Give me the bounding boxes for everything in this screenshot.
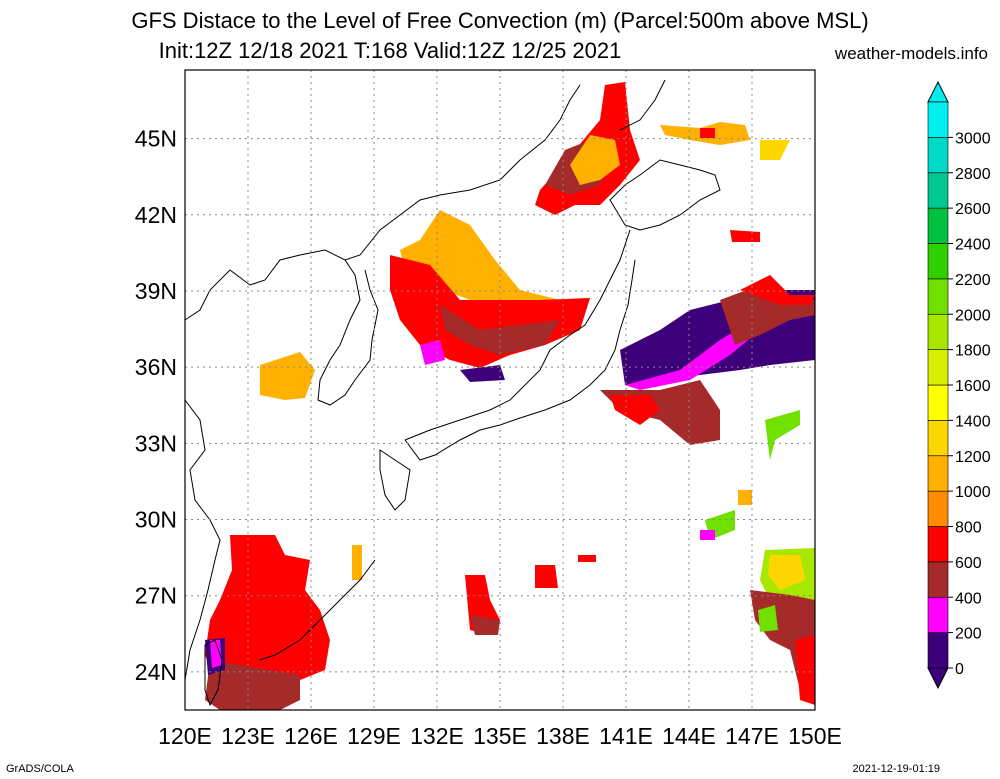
coastline-taiwan (204, 639, 223, 707)
region-east-top-red (730, 230, 760, 242)
map-subtitle: Init:12Z 12/18 2021 T:168 Valid:12Z 12/2… (158, 38, 622, 63)
region-southeast-red (795, 635, 815, 705)
region-ryukyu-brown (205, 660, 300, 710)
colorbar-swatch (927, 384, 949, 421)
colorbar-label: 2600 (955, 201, 991, 218)
colorbar-swatch (927, 490, 949, 527)
coastline-kyushu (379, 449, 411, 511)
colorbar-label: 2200 (955, 272, 991, 289)
colorbar-label: 600 (955, 555, 982, 572)
region-east-orange-b (738, 490, 752, 505)
region-sea-of-japan-orange (400, 210, 585, 320)
colorbar-swatch (927, 455, 949, 492)
coastline-japan-honshu (404, 229, 631, 441)
colorbar-max-arrow (927, 80, 949, 103)
colorbar-label: 2400 (955, 237, 991, 254)
region-east-green-b (765, 410, 800, 460)
lat-tick-label: 30N (135, 507, 177, 533)
region-sea-of-japan-purple (460, 365, 505, 382)
colorbar-label: 1600 (955, 378, 991, 395)
lat-tick-label: 39N (135, 278, 177, 304)
region-central-red-b (535, 565, 558, 588)
colorbar-swatch (927, 313, 949, 350)
lon-tick-label: 123E (221, 723, 275, 749)
lat-tick-label: 27N (135, 583, 177, 609)
coastline-ryukyu (259, 559, 376, 661)
colorbar-swatch (927, 278, 949, 315)
region-kuril-red (700, 128, 715, 138)
graticule (185, 70, 815, 710)
lon-tick-label: 135E (473, 723, 527, 749)
lat-tick-label: 45N (135, 126, 177, 152)
region-yellow-sea-orange (260, 352, 315, 400)
lon-tick-label: 138E (536, 723, 590, 749)
colorbar-swatch (927, 349, 949, 386)
region-southeast-lime (758, 605, 778, 632)
region-taiwan-magenta (210, 640, 222, 668)
colorbar-swatch (927, 172, 949, 209)
lon-tick-label: 129E (347, 723, 401, 749)
coastline-hokkaido (609, 159, 721, 231)
colorbar-swatch (927, 207, 949, 244)
colorbar-label: 2000 (955, 307, 991, 324)
colorbar-swatch (927, 101, 949, 138)
colorbar-label: 1800 (955, 343, 991, 360)
colorbar-label: 1000 (955, 484, 991, 501)
lon-tick-label: 126E (284, 723, 338, 749)
lat-tick-label: 36N (135, 354, 177, 380)
region-central-orange-a (352, 545, 362, 580)
lon-tick-label: 120E (158, 723, 212, 749)
coastline-china-north (184, 84, 581, 321)
lon-tick-label: 144E (662, 723, 716, 749)
region-east-magenta-small (700, 530, 715, 540)
colorbar-label: 1200 (955, 449, 991, 466)
coastline-china-east (184, 399, 221, 681)
map-title: GFS Distace to the Level of Free Convect… (131, 8, 869, 33)
colorbar-swatch (927, 526, 949, 563)
region-manchuria-orange (570, 135, 620, 185)
lat-tick-label: 42N (135, 202, 177, 228)
region-kuril-yellow (760, 140, 790, 160)
lon-tick-labels: 120E 123E 126E 129E 132E 135E 138E 141E 144E 147E… (158, 723, 842, 749)
region-central-red-c (578, 555, 596, 562)
colorbar-swatch (927, 561, 949, 598)
map-frame (184, 69, 816, 711)
colorbar-min-arrow (927, 667, 949, 690)
lat-tick-label: 24N (135, 659, 177, 685)
region-pacific-red-mid (610, 395, 660, 425)
colorbar-swatch (927, 137, 949, 174)
colorbar-swatch (927, 420, 949, 457)
colorbar-swatch (927, 243, 949, 280)
coastline-japan-south (404, 259, 636, 461)
lat-tick-labels: 24N 27N 30N 33N 36N 39N 42N 45N (135, 126, 177, 685)
region-southeast-yellow (768, 555, 805, 590)
colorbar-label: 200 (955, 626, 982, 643)
lon-tick-label: 132E (410, 723, 464, 749)
region-sea-of-japan-magenta (420, 340, 445, 365)
lon-tick-label: 147E (725, 723, 779, 749)
coastline-korea (317, 259, 379, 406)
footer-right: 2021-12-19-01:19 (852, 763, 940, 775)
lon-tick-label: 141E (599, 723, 653, 749)
lon-tick-label: 150E (788, 723, 842, 749)
colorbar-label: 800 (955, 520, 982, 537)
region-central-brown-a (470, 615, 500, 635)
colorbar-swatch (927, 632, 949, 669)
site-credit: weather-models.info (834, 44, 988, 63)
coastline-sakhalin (619, 79, 666, 131)
region-ryukyu-red (205, 535, 330, 700)
footer-left: GrADS/COLA (6, 763, 74, 775)
lfc-field (205, 82, 815, 710)
colorbar-label: 2800 (955, 166, 991, 183)
colorbar-label: 400 (955, 590, 982, 607)
colorbar-label: 0 (955, 661, 964, 678)
colorbar: 0 200 400 600 800 1000 1200 1400 1600 1800 2000 220… (927, 80, 991, 690)
colorbar-swatch (927, 596, 949, 633)
coastlines (184, 79, 721, 707)
region-pacific-red-top (740, 275, 815, 305)
lat-tick-label: 33N (135, 430, 177, 456)
colorbar-label: 3000 (955, 130, 991, 147)
colorbar-label: 1400 (955, 413, 991, 430)
